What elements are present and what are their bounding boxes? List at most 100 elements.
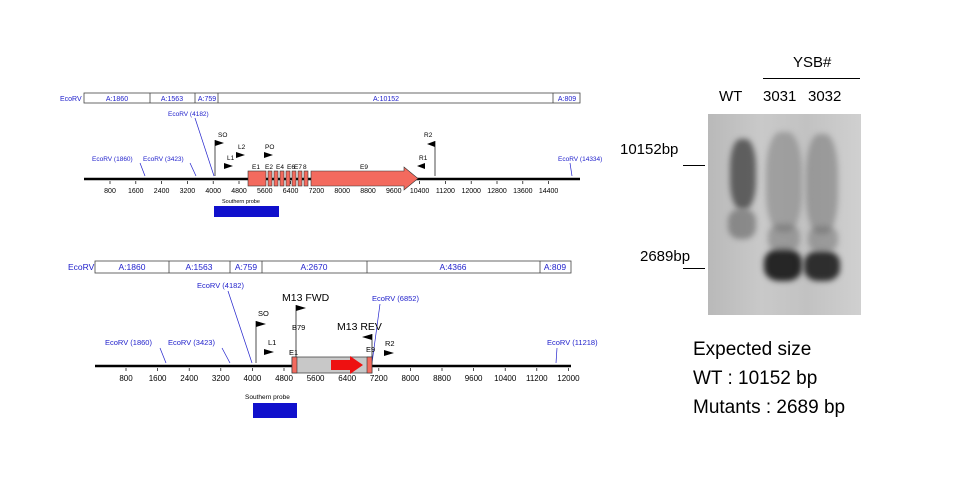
tick-label: 8800 bbox=[433, 374, 451, 383]
tick-label: 12000 bbox=[557, 374, 580, 383]
primer-arrow-icon bbox=[362, 334, 372, 340]
tick-label: 12000 bbox=[461, 188, 481, 195]
fragment-label: A:4366 bbox=[440, 262, 467, 272]
tick-label: 4800 bbox=[231, 188, 247, 195]
fragment-label: A:809 bbox=[544, 262, 566, 272]
primer-label: B79 bbox=[292, 323, 305, 332]
enzyme-label: EcoRV bbox=[60, 96, 82, 103]
tick-label: 8800 bbox=[360, 188, 376, 195]
ecorv-site-label: EcoRV (11218) bbox=[547, 338, 598, 347]
southern-probe-bar bbox=[214, 206, 279, 217]
primer-label: M13 REV bbox=[337, 321, 382, 333]
ecorv-site-label: EcoRV (14334) bbox=[558, 156, 602, 163]
exon-label: E2 bbox=[265, 164, 273, 171]
ecorv-site-label: EcoRV (3423) bbox=[168, 338, 215, 347]
tick-label: 5600 bbox=[257, 188, 273, 195]
exon-label: E4 bbox=[276, 164, 284, 171]
exon-box bbox=[247, 170, 267, 187]
primer-arrow-icon bbox=[215, 140, 224, 146]
primer-arrow-icon bbox=[224, 163, 233, 169]
tick-label: 3200 bbox=[212, 374, 230, 383]
primer-label: L1 bbox=[227, 155, 235, 162]
ecorv-site-label: EcoRV (4182) bbox=[168, 111, 209, 118]
exon-label: E9 bbox=[366, 345, 375, 354]
tick-label: 9600 bbox=[465, 374, 483, 383]
tick-label: 10400 bbox=[410, 188, 430, 195]
lane-label-3032: 3032 bbox=[808, 88, 842, 105]
southern-probe-bar bbox=[253, 403, 297, 418]
fragment-label: A:759 bbox=[198, 96, 216, 103]
size-marker-label: 10152bp bbox=[620, 141, 679, 158]
ecorv-site-label: EcoRV (3423) bbox=[143, 156, 184, 163]
exon-box bbox=[291, 356, 298, 374]
primer-arrow-icon bbox=[417, 163, 425, 169]
tick-label: 14400 bbox=[539, 188, 559, 195]
map-1-wild-type: EcoRV A:1860 A:1563 A:759 A:10152 A:809 … bbox=[60, 92, 602, 217]
fragment-label: A:1563 bbox=[161, 96, 183, 103]
primer-label: R2 bbox=[424, 132, 433, 139]
primer-label: L1 bbox=[268, 338, 276, 347]
tick-label: 3200 bbox=[180, 188, 196, 195]
lane-label-wt: WT bbox=[719, 88, 743, 105]
tick-label: 4800 bbox=[275, 374, 293, 383]
tick-label: 6400 bbox=[283, 188, 299, 195]
tick-label: 10400 bbox=[494, 374, 517, 383]
tick-label: 4000 bbox=[244, 374, 262, 383]
exon-label: E1 bbox=[289, 348, 298, 357]
tick-label: 6400 bbox=[338, 374, 356, 383]
tick-label: 2400 bbox=[180, 374, 198, 383]
size-marker-label: 2689bp bbox=[640, 248, 691, 265]
tick-label: 13600 bbox=[513, 188, 533, 195]
primer-label: R1 bbox=[419, 155, 428, 162]
enzyme-label: EcoRV bbox=[68, 262, 95, 272]
group-label: YSB# bbox=[793, 54, 832, 71]
size-marker-tick bbox=[683, 268, 705, 269]
expected-mutants: Mutants : 2689 bp bbox=[693, 397, 846, 418]
tick-label: 9600 bbox=[386, 188, 402, 195]
probe-label: Southern probe bbox=[245, 394, 290, 401]
tick-label: 7200 bbox=[309, 188, 325, 195]
primer-label: M13 FWD bbox=[282, 292, 330, 304]
exon-label: E6 bbox=[287, 164, 295, 171]
exon-label: E7 bbox=[294, 164, 302, 171]
exon-box bbox=[366, 356, 373, 374]
ecorv-site-label: EcoRV (6852) bbox=[372, 294, 419, 303]
tick-label: 800 bbox=[119, 374, 133, 383]
ecorv-site-label: EcoRV (4182) bbox=[197, 281, 244, 290]
tick-label: 4000 bbox=[205, 188, 221, 195]
southern-blot-image bbox=[708, 114, 861, 315]
tick-label: 2400 bbox=[154, 188, 170, 195]
primer-arrow-icon bbox=[384, 350, 394, 356]
tick-label: 1600 bbox=[149, 374, 167, 383]
tick-label: 800 bbox=[104, 188, 116, 195]
map-2-mutant: EcoRV A:1860 A:1563 A:759 A:2670 A:4366 … bbox=[68, 260, 598, 418]
ecorv-site-label: EcoRV (1860) bbox=[105, 338, 152, 347]
tick-label: 1600 bbox=[128, 188, 144, 195]
tick-label: 8000 bbox=[334, 188, 350, 195]
fragment-label: A:10152 bbox=[373, 96, 399, 103]
primer-arrow-icon bbox=[236, 152, 245, 158]
primer-label: L2 bbox=[238, 144, 246, 151]
primer-arrow-icon bbox=[256, 321, 266, 327]
exon-label: E1 bbox=[252, 164, 260, 171]
size-marker-tick bbox=[683, 165, 705, 166]
lane-label-3031: 3031 bbox=[763, 88, 797, 105]
fragment-bar bbox=[83, 92, 581, 104]
tick-label: 11200 bbox=[436, 188, 455, 195]
exon-label: 8 bbox=[303, 164, 307, 171]
primer-label: PO bbox=[265, 144, 274, 151]
primer-label: R2 bbox=[385, 339, 395, 348]
primer-label: SO bbox=[258, 309, 269, 318]
tick-label: 5600 bbox=[307, 374, 325, 383]
primer-arrow-icon bbox=[296, 305, 306, 311]
expected-title: Expected size bbox=[693, 339, 812, 360]
group-underline bbox=[763, 78, 860, 79]
tick-label: 12800 bbox=[487, 188, 507, 195]
fragment-label: A:1860 bbox=[119, 262, 146, 272]
exon-label: E9 bbox=[360, 164, 368, 171]
tick-label: 8000 bbox=[402, 374, 420, 383]
marker-arrow-icon bbox=[331, 356, 363, 374]
fragment-label: A:2670 bbox=[301, 262, 328, 272]
fragment-label: A:1860 bbox=[106, 96, 128, 103]
